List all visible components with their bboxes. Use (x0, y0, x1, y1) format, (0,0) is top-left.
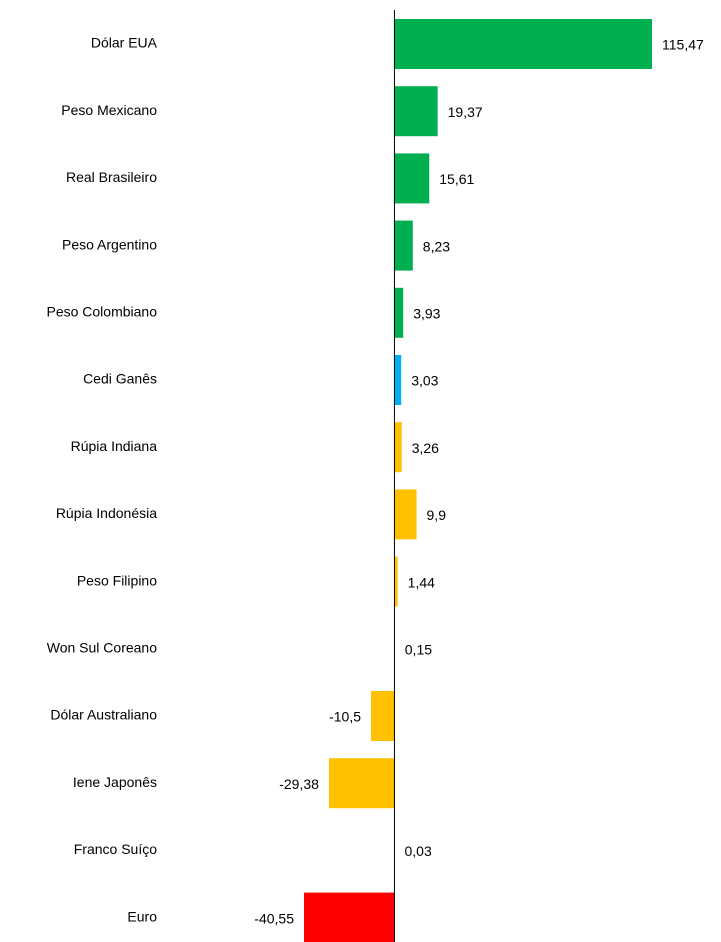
bar (394, 422, 402, 473)
bar (394, 489, 417, 540)
value-label: 15,61 (439, 171, 474, 187)
category-label: Peso Filipino (77, 572, 157, 588)
bar (394, 355, 402, 405)
value-label: 3,03 (411, 373, 438, 389)
bar (328, 758, 395, 809)
category-label: Cedi Ganês (83, 371, 157, 387)
bar (371, 691, 395, 741)
value-label: 3,26 (412, 440, 439, 456)
bar (394, 556, 398, 607)
bar (394, 19, 652, 69)
category-label: Franco Suíço (74, 841, 157, 857)
value-label: 0,03 (405, 843, 432, 859)
category-label: Rúpia Indonésia (56, 505, 157, 521)
category-label: Euro (127, 908, 157, 924)
value-label: 1,44 (408, 574, 435, 590)
category-label: Iene Japonês (73, 774, 157, 790)
value-label: 0,15 (405, 642, 432, 658)
value-label: 3,93 (413, 306, 440, 322)
category-label: Rúpia Indiana (71, 438, 158, 454)
category-label: Peso Mexicano (61, 102, 157, 118)
category-label: Peso Colombiano (46, 304, 157, 320)
bar (394, 287, 404, 338)
value-label: 9,9 (427, 507, 447, 523)
value-label: -29,38 (279, 776, 319, 792)
category-label: Dólar EUA (91, 35, 158, 51)
bar (394, 153, 430, 204)
value-label: -10,5 (329, 709, 361, 725)
bar (394, 86, 438, 137)
category-label: Dólar Australiano (50, 707, 157, 723)
value-label: 19,37 (448, 104, 483, 120)
value-label: 8,23 (423, 238, 450, 254)
value-label: -40,55 (254, 910, 294, 926)
category-label: Real Brasileiro (66, 169, 157, 185)
bar (304, 892, 395, 942)
category-label: Peso Argentino (62, 236, 157, 252)
value-label: 115,47 (662, 37, 704, 53)
bar (394, 220, 413, 271)
category-label: Won Sul Coreano (47, 640, 157, 656)
